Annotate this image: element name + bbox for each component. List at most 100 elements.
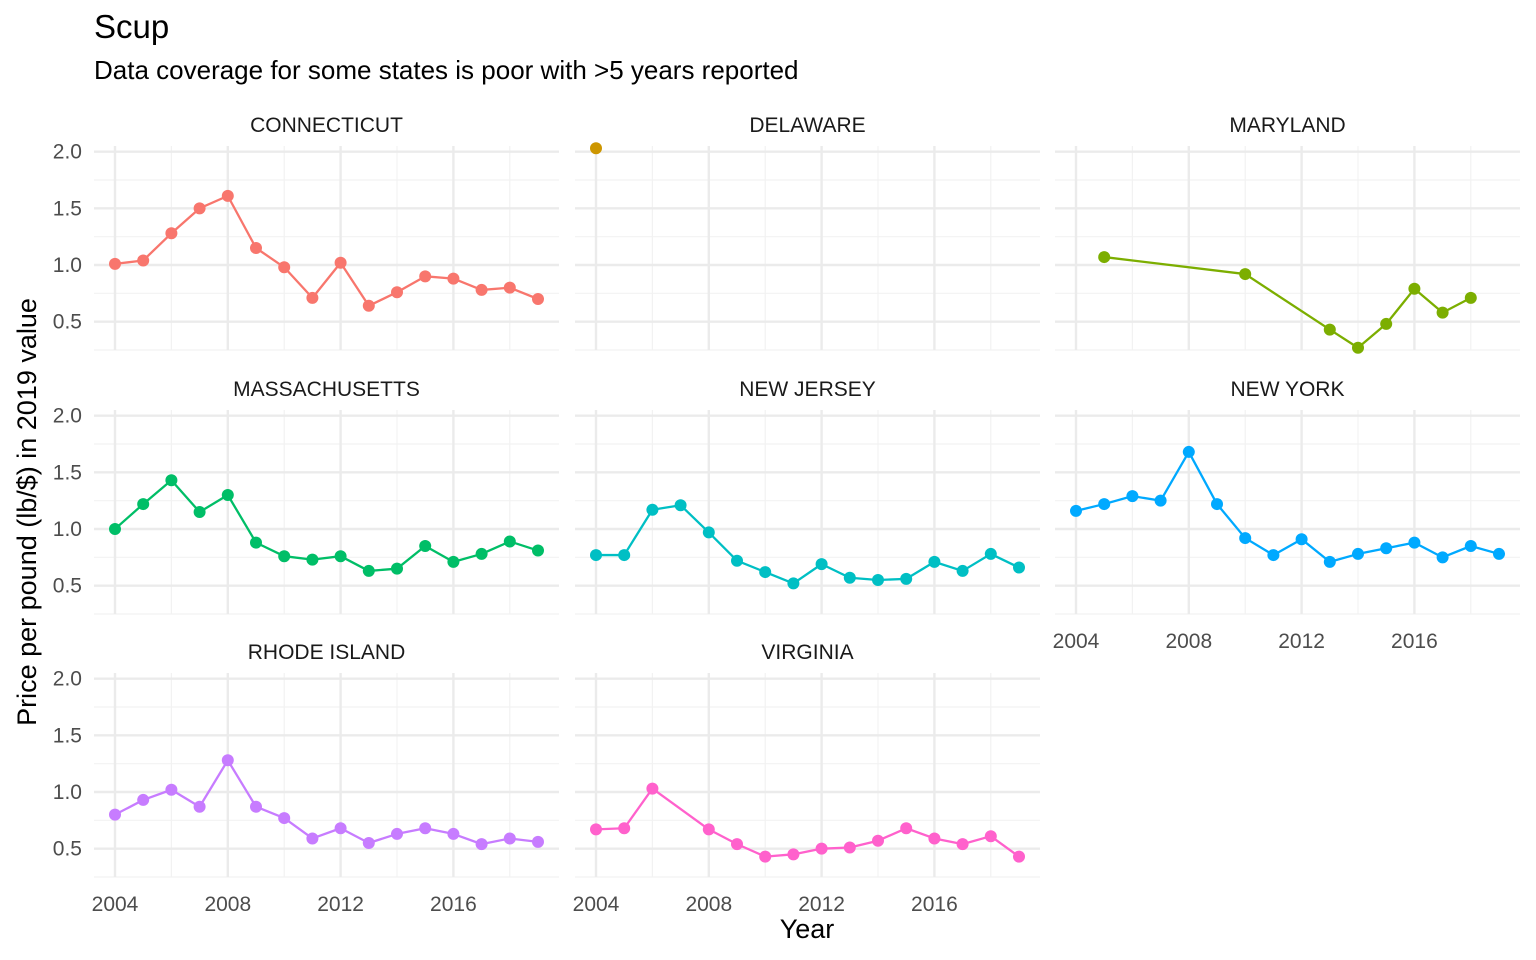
facet-connecticut: CONNECTICUT 0.5 1.0 1.5 2.0 — [53, 114, 559, 351]
y-tick-label: 0.5 — [53, 311, 82, 334]
data-point — [1154, 494, 1167, 507]
data-point — [250, 242, 262, 254]
data-point — [1464, 540, 1477, 552]
x-tick-label: 2008 — [204, 893, 251, 916]
data-point — [109, 257, 121, 270]
data-point — [419, 540, 432, 552]
data-point — [475, 283, 488, 296]
data-point — [503, 832, 516, 845]
data-point — [475, 838, 488, 851]
data-point — [1436, 551, 1449, 564]
data-point — [137, 498, 150, 511]
facet-strip-label: MASSACHUSETTS — [233, 378, 420, 401]
data-point — [306, 553, 319, 566]
data-point — [900, 822, 913, 835]
data-point — [1380, 542, 1393, 555]
data-point — [1352, 341, 1364, 354]
data-point — [221, 754, 234, 767]
facet-strip-label: RHODE ISLAND — [248, 641, 406, 664]
series-line — [595, 787, 1020, 858]
data-point — [1408, 536, 1421, 549]
facet-panels: CONNECTICUT 0.5 1.0 1.5 2.0 DELAWARE MARYLAND M… — [53, 114, 1520, 916]
data-point — [221, 189, 234, 202]
data-point — [618, 549, 631, 562]
data-point — [1323, 555, 1336, 568]
data-point — [646, 503, 659, 516]
data-point — [419, 270, 432, 283]
data-point — [1239, 532, 1252, 545]
data-point — [787, 848, 800, 861]
x-tick-label: 2008 — [685, 893, 732, 916]
data-point — [278, 812, 291, 825]
data-point — [1493, 547, 1505, 560]
data-point — [165, 227, 178, 240]
x-tick-label: 2008 — [1165, 630, 1212, 653]
y-tick-label: 0.5 — [53, 838, 82, 861]
facet-strip-label: CONNECTICUT — [250, 114, 403, 137]
chart-subtitle: Data coverage for some states is poor wi… — [94, 55, 799, 85]
data-point — [221, 489, 234, 501]
data-point — [1295, 533, 1308, 546]
series-line — [114, 759, 539, 846]
x-tick-label: 2012 — [798, 893, 845, 916]
facet-rhode-island: RHODE ISLAND 0.5 1.0 1.5 2.0 2004 2008 2012 2016 — [53, 641, 559, 916]
data-point — [362, 564, 375, 577]
x-tick-label: 2016 — [430, 893, 477, 916]
data-point — [193, 202, 206, 215]
data-point — [1380, 317, 1393, 330]
data-point — [447, 555, 460, 568]
x-tick-label: 2004 — [92, 893, 139, 916]
data-point — [900, 572, 913, 585]
data-point — [362, 837, 375, 849]
data-point — [815, 558, 828, 571]
facet-virginia: VIRGINIA 2004 2008 2012 2016 — [573, 641, 1040, 916]
data-point — [1013, 561, 1025, 574]
data-point — [1436, 306, 1449, 319]
data-point — [928, 832, 941, 845]
data-point — [1464, 291, 1477, 304]
data-point — [787, 577, 800, 590]
data-point — [759, 566, 772, 579]
data-point — [1098, 251, 1111, 264]
data-point — [1323, 323, 1336, 336]
series-line — [596, 504, 1020, 585]
y-tick-label: 2.0 — [53, 141, 82, 164]
series-line — [1075, 450, 1500, 564]
data-point — [532, 293, 544, 305]
data-point — [447, 827, 460, 840]
facet-strip-label: DELAWARE — [749, 114, 865, 137]
data-point — [391, 562, 403, 575]
data-point — [815, 842, 828, 855]
data-point — [334, 550, 347, 563]
data-point — [193, 800, 206, 813]
data-point — [984, 830, 997, 843]
y-tick-label: 1.0 — [53, 518, 82, 541]
x-tick-label: 2016 — [1391, 630, 1438, 653]
data-point — [590, 142, 602, 155]
facet-strip-label: NEW JERSEY — [739, 378, 876, 401]
facet-strip-label: VIRGINIA — [761, 641, 853, 664]
data-point — [165, 474, 178, 487]
data-point — [278, 261, 291, 274]
data-point — [165, 783, 178, 796]
facet-strip-label: MARYLAND — [1229, 114, 1345, 137]
series-line — [1104, 255, 1472, 349]
y-tick-label: 1.5 — [53, 461, 82, 484]
data-point — [674, 499, 687, 512]
data-point — [1352, 547, 1364, 560]
data-point — [391, 827, 403, 840]
x-tick-label: 2012 — [317, 893, 364, 916]
data-point — [193, 506, 206, 518]
data-point — [618, 822, 631, 835]
chart-title: Scup — [94, 8, 169, 45]
x-tick-label: 2016 — [911, 893, 958, 916]
data-point — [532, 835, 544, 848]
data-point — [475, 547, 488, 560]
data-point — [278, 550, 291, 563]
data-point — [532, 544, 544, 557]
y-tick-label: 1.5 — [53, 724, 82, 747]
data-point — [503, 535, 516, 548]
data-point — [759, 850, 772, 863]
data-point — [702, 823, 715, 836]
